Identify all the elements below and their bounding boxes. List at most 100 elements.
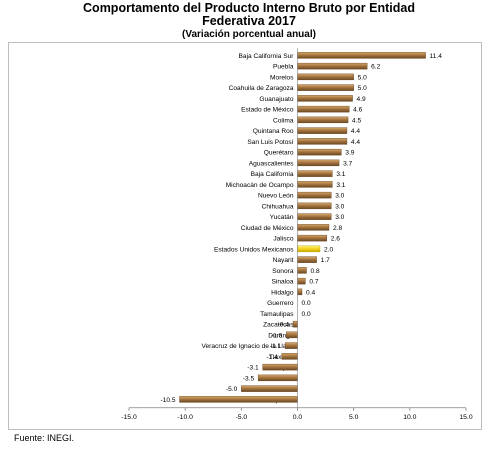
category-label: Estados Unidos Mexicanos	[214, 246, 294, 253]
bar	[297, 170, 333, 177]
x-tick-label: -5.0	[235, 414, 247, 421]
bar	[286, 331, 298, 339]
value-label: 3.0	[335, 203, 344, 210]
value-label: 0.0	[302, 311, 311, 318]
category-label: Guanajuato	[259, 96, 293, 103]
bar	[297, 213, 332, 220]
value-label: 2.6	[331, 236, 340, 243]
x-tick-label: 5.0	[349, 414, 359, 421]
chart-subtitle: (Variación porcentual anual)	[182, 29, 316, 40]
category-label: Durango	[268, 332, 294, 339]
bar	[297, 95, 353, 102]
value-label: 1.7	[321, 257, 330, 264]
value-label: 0.8	[310, 268, 319, 275]
bar	[297, 277, 306, 285]
category-label: Tlaxcala	[269, 354, 294, 361]
category-label: Chihuahua	[262, 203, 294, 210]
value-label: 3.9	[345, 150, 354, 157]
category-label: Veracruz de Ignacio de la Llave	[201, 343, 293, 350]
bar	[297, 181, 333, 188]
bar	[297, 138, 348, 145]
value-label: -0.4	[278, 322, 290, 329]
category-label: Yucatán	[270, 214, 294, 221]
value-label: 5.0	[358, 74, 367, 81]
category-label: Michoacán de Ocampo	[226, 182, 294, 189]
value-label: 2.8	[333, 225, 342, 232]
category-label: Morelos	[270, 74, 294, 81]
bar-chart: Baja California Sur 11.4 Puebla 6.2 Morelos 5…	[121, 48, 473, 421]
category-label: San Luis Potosí	[247, 139, 293, 146]
category-label: Coahuila de Zaragoza	[229, 85, 294, 92]
category-label: Aguascalientes	[249, 160, 294, 167]
value-label: 3.1	[336, 171, 345, 178]
bar	[297, 62, 368, 70]
category-label: Quintana Roo	[253, 128, 294, 135]
value-label: -1.4	[266, 354, 278, 361]
value-label: 6.2	[371, 64, 380, 71]
value-label: 3.0	[335, 193, 344, 200]
bar	[262, 363, 298, 371]
category-label: Baja California Sur	[239, 53, 295, 60]
category-label: Tamaulipas	[260, 311, 294, 318]
value-label: 3.7	[343, 160, 352, 167]
bar	[297, 202, 332, 210]
chart-title-line2: Federativa 2017	[202, 14, 296, 28]
bar	[241, 385, 298, 392]
value-label: 4.5	[352, 117, 361, 124]
value-label: -3.1	[247, 365, 259, 372]
chart-title-line1: Comportamento del Producto Interno Bruto…	[83, 1, 415, 15]
category-label: Nuevo León	[258, 193, 294, 200]
bar	[292, 320, 298, 328]
value-label: -5.0	[226, 386, 238, 393]
bar	[297, 52, 426, 59]
x-tick-label: 10.0	[403, 414, 416, 421]
category-label: Ciudad de México	[241, 225, 294, 232]
bar	[297, 148, 342, 156]
category-label: Estado de México	[241, 107, 294, 114]
value-label: 2.0	[324, 246, 333, 253]
category-label: Sinaloa	[272, 279, 294, 286]
bar	[297, 267, 307, 274]
category-label: Hidalgo	[271, 289, 294, 296]
bar	[284, 342, 298, 349]
source-note: Fuente: INEGI.	[14, 433, 75, 443]
value-label: 4.4	[351, 139, 360, 146]
category-label: Baja California	[251, 171, 294, 178]
value-label: 5.0	[358, 85, 367, 92]
category-label: Guerrero	[267, 300, 294, 307]
value-label: 0.7	[309, 279, 318, 286]
chart-frame: Baja California Sur 11.4 Puebla 6.2 Morelos 5…	[8, 42, 482, 430]
bar	[297, 288, 303, 296]
value-label: 0.4	[306, 289, 315, 296]
x-tick-label: 15.0	[459, 414, 472, 421]
bar	[297, 256, 317, 263]
value-label: -3.5	[243, 375, 255, 382]
x-tick-label: -10.0	[177, 414, 193, 421]
category-label: Sonora	[272, 268, 294, 275]
value-label: -1.1	[270, 343, 282, 350]
x-tick-label: -15.0	[121, 414, 137, 421]
category-label: Zacatecas	[263, 322, 294, 329]
bar	[257, 374, 298, 382]
bar	[297, 127, 348, 134]
bar	[281, 353, 298, 360]
value-label: 3.1	[336, 182, 345, 189]
value-label: 4.4	[351, 128, 360, 135]
bar	[297, 116, 349, 124]
bar	[297, 73, 354, 81]
bar	[297, 191, 332, 199]
value-label: 0.0	[302, 300, 311, 307]
value-label: -10.5	[161, 397, 176, 404]
x-tick-label: 0.0	[293, 414, 303, 421]
value-label: -1.0	[271, 332, 283, 339]
category-label: Jalisco	[273, 236, 293, 243]
value-label: 4.9	[357, 96, 366, 103]
category-label: Nayarit	[273, 257, 294, 264]
value-label: 11.4	[430, 53, 443, 60]
bar	[179, 396, 298, 403]
category-label: Colima	[273, 117, 294, 124]
category-label: Puebla	[273, 64, 294, 71]
category-label: Querétaro	[264, 150, 294, 157]
bar	[297, 224, 330, 231]
bar	[297, 245, 321, 253]
